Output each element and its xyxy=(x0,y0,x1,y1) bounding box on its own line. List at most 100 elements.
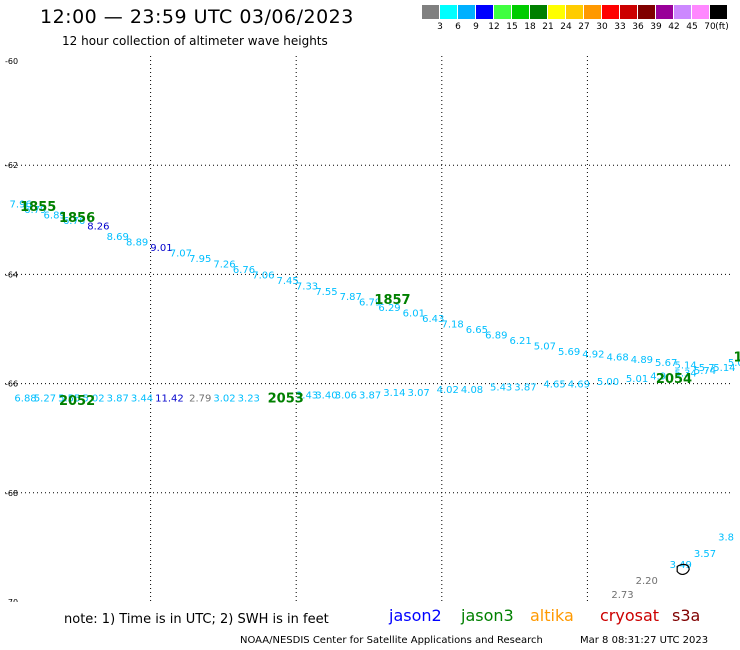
satellite-name: altika xyxy=(530,606,574,625)
timestamp: Mar 8 08:31:27 UTC 2023 xyxy=(580,635,709,646)
satellite-name: cryosat xyxy=(600,606,660,625)
legend-level: 21 xyxy=(542,22,554,32)
legend-level: 12 xyxy=(488,22,500,32)
wave-height-label: 7.55 xyxy=(315,287,337,298)
wave-height-label: 3.06 xyxy=(335,391,357,402)
wave-height-label: 4.9 xyxy=(650,371,666,382)
legend-swatch xyxy=(440,5,457,19)
color-legend: 3 6 9 12 15 18 21 24 27 30 33 36 39 42 45 70 (ft) xyxy=(422,5,729,35)
wave-height-label: 11.42 xyxy=(155,393,184,404)
wave-height-label: 5.02 xyxy=(82,393,104,404)
time-label: 2054 xyxy=(656,372,692,387)
wave-height-label: 7.07 xyxy=(170,249,192,260)
legend-swatch xyxy=(674,5,691,19)
time-label: 2053 xyxy=(268,391,304,406)
lat-label: -64 xyxy=(5,270,18,279)
legend-level: 6 xyxy=(455,22,461,32)
legend-level: 36 xyxy=(632,22,644,32)
lat-label: -62 xyxy=(5,161,18,170)
legend-swatch xyxy=(638,5,655,19)
wave-height-label: 3.57 xyxy=(694,549,716,560)
wave-height-label: 4.65 xyxy=(543,380,565,391)
wave-height-label: 6.76 xyxy=(233,265,255,276)
wave-height-label: 3.40 xyxy=(315,391,337,402)
legend-level: 42 xyxy=(668,22,680,32)
legend-swatch xyxy=(458,5,475,19)
satellite-name: jason2 xyxy=(389,606,442,625)
wave-height-label: 7.26 xyxy=(213,259,235,270)
legend-unit: (ft) xyxy=(715,22,729,32)
wave-height-label: 4.89 xyxy=(631,355,653,366)
wave-height-label: 5.14 xyxy=(713,363,735,374)
wave-height-label: 6.01 xyxy=(403,309,425,320)
wave-height-label: 5.07 xyxy=(534,341,556,352)
legend-swatch xyxy=(656,5,673,19)
legend-level: 9 xyxy=(473,22,479,32)
wave-height-label: 4.69 xyxy=(568,380,590,391)
wave-height-label: 5.27 xyxy=(34,393,56,404)
wave-height-label: 5.74 xyxy=(694,366,716,377)
legend-level: 33 xyxy=(614,22,626,32)
legend-swatch xyxy=(530,5,547,19)
wave-height-label: 3.07 xyxy=(408,388,430,399)
credit-line: NOAA/NESDIS Center for Satellite Applica… xyxy=(240,635,543,646)
time-label: 2052 xyxy=(59,394,95,409)
legend-swatch xyxy=(476,5,493,19)
wave-height-label: 5.0 xyxy=(728,358,740,369)
time-label: 185 xyxy=(734,350,740,365)
wave-height-label: 8.89 xyxy=(126,238,148,249)
wave-height-label: 2.73 xyxy=(611,590,633,601)
wave-height-label: 8.69 xyxy=(107,232,129,243)
wave-height-label: 7.33 xyxy=(296,281,318,292)
wave-height-label: 6.76 xyxy=(63,216,85,227)
legend-swatch xyxy=(422,5,439,19)
wave-height-label: 7.18 xyxy=(442,320,464,331)
wave-height-label: 7.96 xyxy=(10,199,32,210)
wave-height-label: 5.01 xyxy=(626,374,648,385)
wave-height-label: 5.69 xyxy=(558,347,580,358)
legend-level: 24 xyxy=(560,22,572,32)
lat-label: -68 xyxy=(5,489,18,498)
wave-height-label: 4.08 xyxy=(461,385,483,396)
wave-height-label: 7.45 xyxy=(276,276,298,287)
wave-height-label: 4.92 xyxy=(582,350,604,361)
wave-height-map: -60-62-64-66-68-70-105-102-99-96-93-907.… xyxy=(5,56,740,602)
page-title: 12:00 — 23:59 UTC 03/06/2023 xyxy=(40,6,354,28)
lat-label: -66 xyxy=(5,380,18,389)
wave-height-label: 7.87 xyxy=(340,292,362,303)
legend-swatch xyxy=(512,5,529,19)
wave-height-label: 2.79 xyxy=(189,393,211,404)
wave-height-label: 5.43 xyxy=(490,382,512,393)
wave-height-label: 3.44 xyxy=(131,393,153,404)
legend-level: 70 xyxy=(704,22,716,32)
footer-note: note: 1) Time is in UTC; 2) SWH is in fe… xyxy=(64,612,329,627)
island-outline xyxy=(676,563,690,575)
time-label: 1857 xyxy=(374,293,410,308)
lat-label: -70 xyxy=(5,598,18,602)
wave-height-label: 6.79 xyxy=(359,298,381,309)
wave-height-label: 6.43 xyxy=(422,314,444,325)
wave-height-label: 5.55 xyxy=(58,393,80,404)
lat-label: -60 xyxy=(5,57,18,66)
wave-height-label: 5.14 xyxy=(674,360,696,371)
wave-height-label: 6.29 xyxy=(378,303,400,314)
page-subtitle: 12 hour collection of altimeter wave hei… xyxy=(62,34,328,48)
wave-height-label: 3.87 xyxy=(107,393,129,404)
wave-height-label: 3.43 xyxy=(296,391,318,402)
legend-swatch xyxy=(494,5,511,19)
legend-swatch xyxy=(566,5,583,19)
wave-height-label: 5.7 xyxy=(699,363,715,374)
wave-height-label: 2.20 xyxy=(636,576,658,587)
satellite-name: jason3 xyxy=(461,606,514,625)
wave-height-label: 3.87 xyxy=(514,382,536,393)
wave-height-label: 6.88 xyxy=(14,393,36,404)
wave-height-label: 3.23 xyxy=(238,393,260,404)
wave-height-label: 4.02 xyxy=(437,385,459,396)
legend-swatch xyxy=(602,5,619,19)
wave-height-label: 6.65 xyxy=(466,325,488,336)
satellite-name: s3a xyxy=(672,606,701,625)
wave-height-label: 5.00 xyxy=(597,377,619,388)
legend-level: 39 xyxy=(650,22,662,32)
legend-level: 3 xyxy=(437,22,443,32)
wave-height-label: 6.21 xyxy=(509,336,531,347)
